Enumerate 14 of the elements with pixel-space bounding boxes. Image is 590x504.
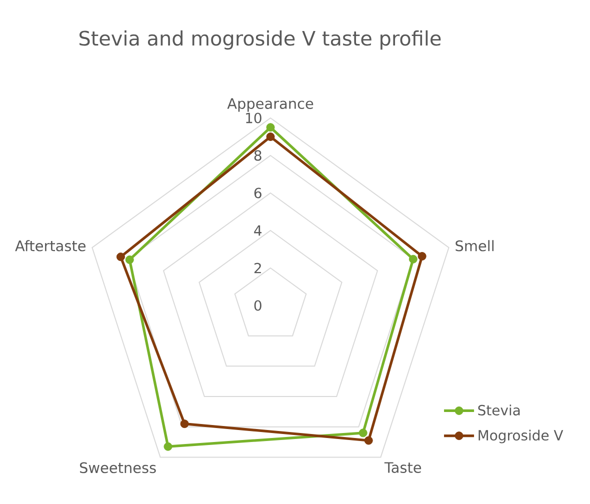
y-tick-label: 2 — [254, 262, 261, 274]
spoke-label: Aftertaste — [15, 240, 86, 252]
spoke-label: Smell — [456, 240, 494, 252]
y-tick-label: 8 — [254, 150, 262, 161]
spoke-label: Appearance — [227, 98, 314, 112]
legend-label: Mogroside V — [478, 430, 564, 444]
y-tick-label: 4 — [254, 225, 262, 236]
spoke-label: Taste — [384, 462, 422, 473]
y-tick-label: 6 — [254, 188, 262, 198]
legend-label: Stevia — [478, 404, 520, 416]
y-tick-label: 10 — [246, 112, 262, 124]
spoke-label: Sweetness — [80, 462, 156, 474]
y-tick-label: 0 — [254, 300, 262, 311]
chart-title: Stevia and mogroside V taste profile — [80, 30, 441, 50]
